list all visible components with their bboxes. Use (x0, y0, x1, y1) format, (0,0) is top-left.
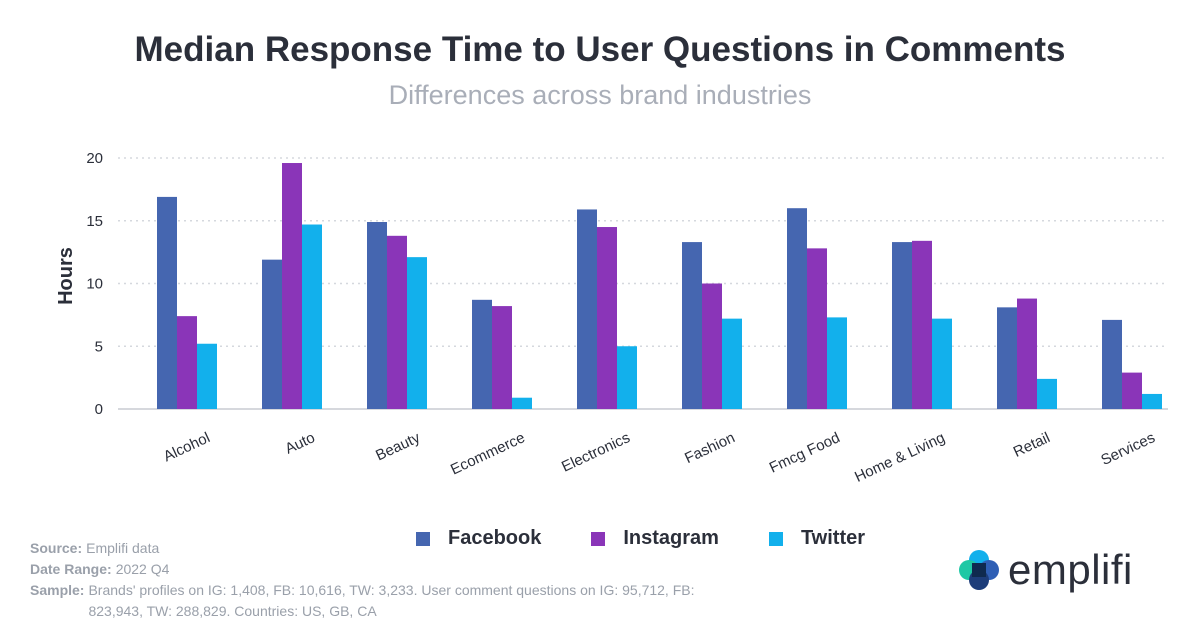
bar-twitter (407, 257, 427, 409)
chart-footnote: Source: Emplifi data Date Range: 2022 Q4… (30, 538, 730, 622)
legend-swatch-twitter (768, 531, 783, 546)
bar-instagram (492, 306, 512, 409)
x-tick-label: Auto (283, 429, 318, 457)
bar-twitter (512, 397, 532, 409)
bar-instagram (1122, 372, 1142, 409)
source-label: Source: (30, 540, 83, 556)
x-tick-label: Electronics (559, 429, 633, 475)
bar-facebook (997, 307, 1017, 409)
bar-twitter (1037, 378, 1057, 409)
bar-instagram (807, 248, 827, 409)
x-tick-label: Ecommerce (448, 429, 528, 478)
bar-twitter (617, 346, 637, 409)
bar-facebook (577, 209, 597, 409)
emplifi-logo: emplifi (958, 545, 1133, 595)
bar-twitter (197, 343, 217, 409)
chart-title: Median Response Time to User Questions i… (134, 30, 1066, 69)
bar-twitter (302, 224, 322, 409)
bar-instagram (597, 227, 617, 409)
y-tick-label: 5 (95, 338, 103, 355)
source-value: Emplifi data (86, 540, 160, 556)
bar-facebook (262, 259, 282, 409)
bar-instagram (282, 163, 302, 409)
sample-row: Sample: Brands' profiles on IG: 1,408, F… (30, 580, 730, 622)
bar-instagram (1017, 298, 1037, 409)
bar-facebook (892, 242, 912, 409)
legend-label-facebook: Facebook (448, 527, 542, 549)
sample-label: Sample: (30, 582, 85, 598)
bar-twitter (1142, 393, 1162, 409)
chart-legend: Facebook Instagram Twitter (416, 527, 915, 550)
legend-item-facebook: Facebook (416, 527, 541, 550)
emplifi-logo-icon (959, 550, 999, 590)
date-range-value: 2022 Q4 (115, 561, 170, 577)
y-tick-label: 10 (86, 276, 103, 293)
bar-twitter (722, 318, 742, 409)
emplifi-logo-text: emplifi (1008, 546, 1133, 593)
bar-twitter (827, 317, 847, 409)
bar-facebook (1102, 319, 1122, 409)
y-tick-label: 20 (86, 150, 103, 167)
x-tick-label: Beauty (373, 429, 423, 464)
legend-label-instagram: Instagram (623, 527, 719, 549)
sample-value: Brands' profiles on IG: 1,408, FB: 10,61… (88, 582, 695, 619)
x-tick-label: Fmcg Food (767, 429, 843, 476)
x-tick-label: Alcohol (161, 429, 213, 465)
legend-swatch-instagram (591, 531, 606, 546)
chart-subtitle: Differences across brand industries (388, 80, 812, 110)
x-tick-label: Fashion (682, 429, 738, 467)
bar-chart: 0 5 10 15 20 Hours Alcohol Auto Beauty Ecommerce E… (55, 150, 1168, 486)
legend-item-twitter: Twitter (768, 527, 866, 550)
y-tick-label: 0 (95, 401, 103, 418)
legend-item-instagram: Instagram (591, 527, 719, 550)
x-tick-label: Home & Living (852, 429, 948, 486)
y-tick-label: 15 (86, 213, 103, 230)
bar-instagram (387, 235, 407, 409)
bar-facebook (367, 222, 387, 409)
date-range-label: Date Range: (30, 561, 112, 577)
y-axis-label: Hours (55, 247, 77, 305)
source-row: Source: Emplifi data (30, 538, 730, 559)
legend-swatch-facebook (416, 531, 430, 546)
bar-instagram (702, 283, 722, 409)
legend-label-twitter: Twitter (800, 527, 866, 549)
bar-facebook (682, 242, 702, 409)
bar-facebook (157, 196, 177, 409)
x-tick-label: Services (1098, 429, 1157, 469)
bar-facebook (472, 299, 492, 409)
bar-instagram (177, 316, 197, 409)
x-tick-label: Retail (1011, 429, 1053, 461)
bar-twitter (932, 318, 952, 409)
date-range-row: Date Range: 2022 Q4 (30, 559, 730, 580)
bar-instagram (912, 240, 932, 409)
bar-facebook (787, 208, 807, 409)
